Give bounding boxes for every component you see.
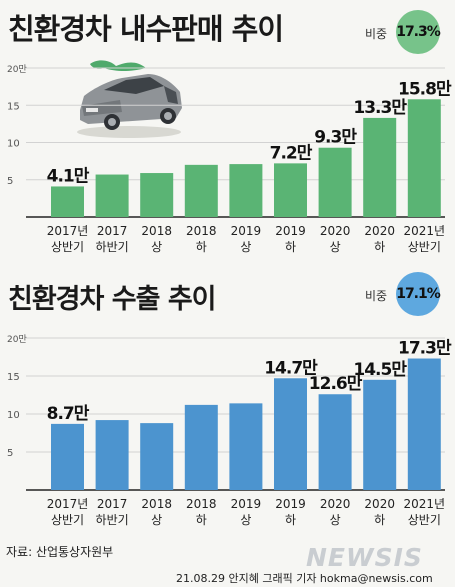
domestic-x-tick-label: 2017년 [47,224,89,238]
domestic-share-label: 비중 [365,27,388,41]
export-y-tick-label: 15 [7,372,20,383]
export-x-tick-label: 상반기 [408,513,441,527]
export-x-tick-label: 2020 [320,497,351,511]
export-x-tick-label: 상 [330,513,341,527]
export-share-label: 비중 [365,289,388,303]
domestic-bar [318,147,352,217]
export-x-tick-label: 하 [374,513,385,527]
export-bar [363,379,397,490]
export-x-tick-label: 2017 [97,497,128,511]
export-x-tick-label: 2021년 [404,497,446,511]
domestic-x-tick-label: 2018 [186,224,217,238]
domestic-bar [51,186,84,217]
domestic-bar [184,164,218,217]
export-x-tick-label: 2019 [275,497,306,511]
domestic-x-tick-label: 상 [151,240,162,254]
export-x-tick-label: 2019 [231,497,262,511]
domestic-data-label: 7.2만 [270,143,313,163]
export-share-badge: 17.1% [396,272,441,316]
domestic-chart-title: 친환경차 내수판매 추이 [8,12,284,46]
domestic-bar [407,99,441,217]
domestic-x-tick-label: 하 [285,240,296,254]
export-bar [95,420,129,490]
export-y-tick-label: 10 [7,410,20,421]
export-x-tick-label: 2018 [141,497,172,511]
domestic-x-tick-label: 2019 [231,224,262,238]
domestic-data-label: 9.3만 [314,128,357,148]
domestic-x-tick-label: 2018 [141,224,172,238]
export-x-tick-label: 상반기 [51,513,84,527]
domestic-x-tick-label: 2019 [275,224,306,238]
domestic-y-tick-label: 15 [7,101,20,112]
domestic-x-tick-label: 상 [240,240,251,254]
domestic-y-tick-label: 20만 [7,64,27,75]
export-x-tick-label: 하 [285,513,296,527]
export-bar [274,378,307,490]
source-note: 자료: 산업통상자원부 [6,545,114,559]
domestic-x-tick-label: 2020 [364,224,395,238]
export-x-tick-label: 상 [151,513,162,527]
export-bar [51,423,84,490]
domestic-x-tick-label: 2021년 [404,224,446,238]
export-chart-title: 친환경차 수출 추이 [8,284,217,315]
export-bar [140,423,174,490]
domestic-x-tick-label: 상반기 [408,240,441,254]
export-data-label: 14.5만 [353,360,407,380]
export-x-tick-label: 2020 [364,497,395,511]
export-y-tick-label: 5 [7,448,13,459]
export-data-label: 17.3만 [398,339,452,359]
export-bar [318,394,352,490]
domestic-bar [95,174,129,217]
domestic-share-badge: 17.3% [396,10,441,54]
export-bar [184,404,218,490]
domestic-bar [363,117,397,217]
domestic-x-tick-label: 하 [374,240,385,254]
domestic-y-tick-label: 10 [7,139,20,150]
domestic-x-tick-label: 상반기 [51,240,84,254]
export-data-label: 8.7만 [47,404,90,424]
export-x-tick-label: 하반기 [96,513,129,527]
newsis-logo: NEWSIS [306,543,423,572]
domestic-x-tick-label: 하반기 [96,240,129,254]
domestic-data-label: 15.8만 [398,79,452,99]
domestic-x-tick-label: 2017 [97,224,128,238]
export-x-tick-label: 하 [196,513,207,527]
domestic-bar [229,164,263,217]
domestic-y-tick-label: 5 [7,176,13,187]
domestic-bar [140,173,174,217]
export-x-tick-label: 상 [240,513,251,527]
export-bar [229,403,263,490]
domestic-bar [274,163,307,217]
credit-line: 21.08.29 안지혜 그래픽 기자 hokma@newsis.com [176,572,433,585]
export-x-tick-label: 2018 [186,497,217,511]
car-icon [77,60,182,138]
export-bar [407,358,441,490]
export-x-tick-label: 2017년 [47,497,89,511]
domestic-x-tick-label: 상 [330,240,341,254]
domestic-x-tick-label: 하 [196,240,207,254]
domestic-x-tick-label: 2020 [320,224,351,238]
domestic-data-label: 13.3만 [353,98,407,118]
export-y-tick-label: 20만 [7,334,27,345]
export-data-label: 12.6만 [309,374,363,394]
export-data-label: 14.7만 [264,358,318,378]
domestic-data-label: 4.1만 [47,166,90,186]
